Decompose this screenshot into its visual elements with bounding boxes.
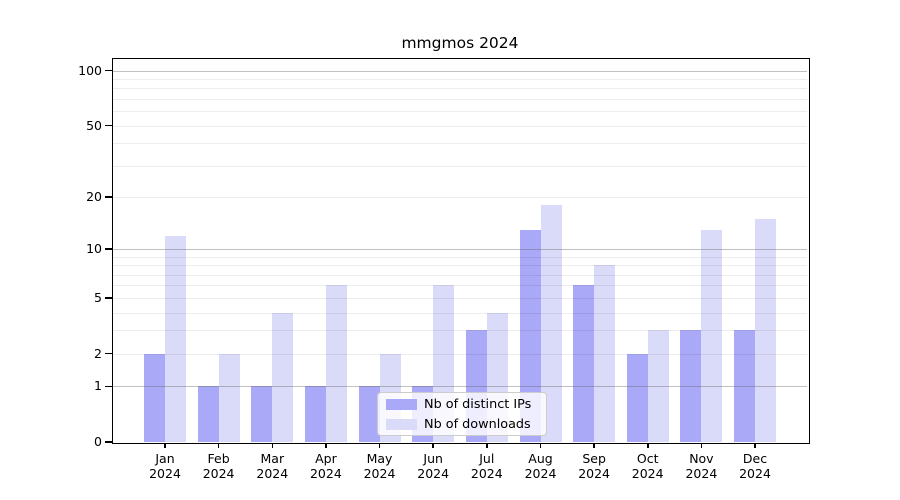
y-tick-label-5: 5: [94, 289, 102, 305]
legend: Nb of distinct IPs Nb of downloads: [377, 392, 547, 436]
y-tick-mark-5: [105, 297, 112, 299]
bar-downloads-jan: [165, 235, 186, 442]
y-tick-label-1: 1: [94, 378, 102, 394]
bar-ips-dec: [734, 330, 755, 442]
bar-downloads-nov: [701, 229, 723, 442]
y-tick-mark-2: [105, 352, 112, 355]
legend-label-distinct-ips: Nb of distinct IPs: [424, 396, 532, 412]
x-tick-label-may: May 2024: [363, 451, 396, 481]
x-tick-label-oct: Oct 2024: [631, 451, 664, 481]
y-tick-label-50: 50: [86, 117, 102, 133]
y-tick-mark-1: [105, 385, 112, 387]
x-tick-mark-aug: [539, 443, 542, 448]
x-tick-mark-jan: [164, 443, 166, 448]
y-tick-label-2: 2: [94, 345, 102, 361]
x-tick-mark-sep: [593, 443, 595, 448]
bar-ips-aug: [519, 229, 541, 442]
x-tick-mark-jun: [432, 443, 434, 448]
bar-ips-sep: [573, 285, 595, 442]
x-tick-label-nov: Nov 2024: [685, 451, 718, 481]
y-tick-mark-10: [105, 248, 112, 250]
bar-downloads-mar: [272, 312, 294, 442]
y-tick-label-0: 0: [94, 434, 102, 449]
x-tick-mark-apr: [325, 443, 327, 448]
legend-label-downloads: Nb of downloads: [424, 416, 531, 432]
y-tick-label-20: 20: [86, 189, 102, 204]
x-tick-mark-oct: [647, 443, 649, 448]
bar-ips-feb: [197, 386, 219, 442]
bar-ips-nov: [680, 330, 702, 442]
bar-ips-jan: [144, 353, 165, 442]
x-tick-label-aug: Aug 2024: [524, 451, 557, 481]
y-tick-mark-50: [105, 124, 112, 127]
legend-item-downloads: Nb of downloads: [386, 416, 540, 433]
bar-downloads-feb: [218, 353, 240, 442]
bar-downloads-apr: [325, 285, 347, 442]
plot-area: [113, 59, 807, 442]
bar-downloads-dec: [755, 218, 776, 442]
y-tick-mark-20: [105, 196, 112, 198]
x-tick-mark-dec: [754, 443, 756, 448]
x-tick-label-mar: Mar 2024: [256, 451, 289, 481]
y-tick-mark-100: [105, 69, 112, 72]
x-tick-mark-feb: [217, 443, 220, 448]
bar-ips-mar: [251, 386, 273, 442]
bar-downloads-sep: [594, 265, 616, 442]
x-tick-label-jun: Jun 2024: [417, 451, 450, 481]
x-tick-mark-nov: [700, 443, 703, 448]
bar-ips-oct: [626, 353, 648, 442]
bar-downloads-oct: [647, 330, 669, 442]
x-tick-label-jul: Jul 2024: [470, 451, 503, 481]
x-tick-mark-may: [378, 443, 381, 448]
x-tick-label-apr: Apr 2024: [309, 451, 342, 481]
x-tick-label-jan: Jan 2024: [149, 451, 181, 481]
x-tick-label-feb: Feb 2024: [202, 451, 235, 481]
y-tick-mark-0: [105, 441, 112, 443]
legend-item-distinct-ips: Nb of distinct IPs: [386, 396, 540, 413]
y-tick-label-100: 100: [78, 62, 102, 78]
x-tick-label-dec: Dec 2024: [739, 451, 771, 481]
x-tick-label-sep: Sep 2024: [578, 451, 610, 481]
chart-title: mmgmos 2024: [401, 34, 519, 52]
bar-downloads-aug: [540, 205, 562, 442]
x-tick-mark-mar: [271, 443, 273, 448]
x-tick-mark-jul: [486, 443, 488, 448]
bar-ips-may: [358, 386, 380, 442]
bar-ips-apr: [304, 386, 326, 442]
bars-layer: [113, 59, 807, 442]
legend-swatch-distinct-ips: [386, 398, 417, 410]
legend-swatch-downloads: [386, 418, 417, 430]
y-tick-label-10: 10: [86, 241, 102, 256]
